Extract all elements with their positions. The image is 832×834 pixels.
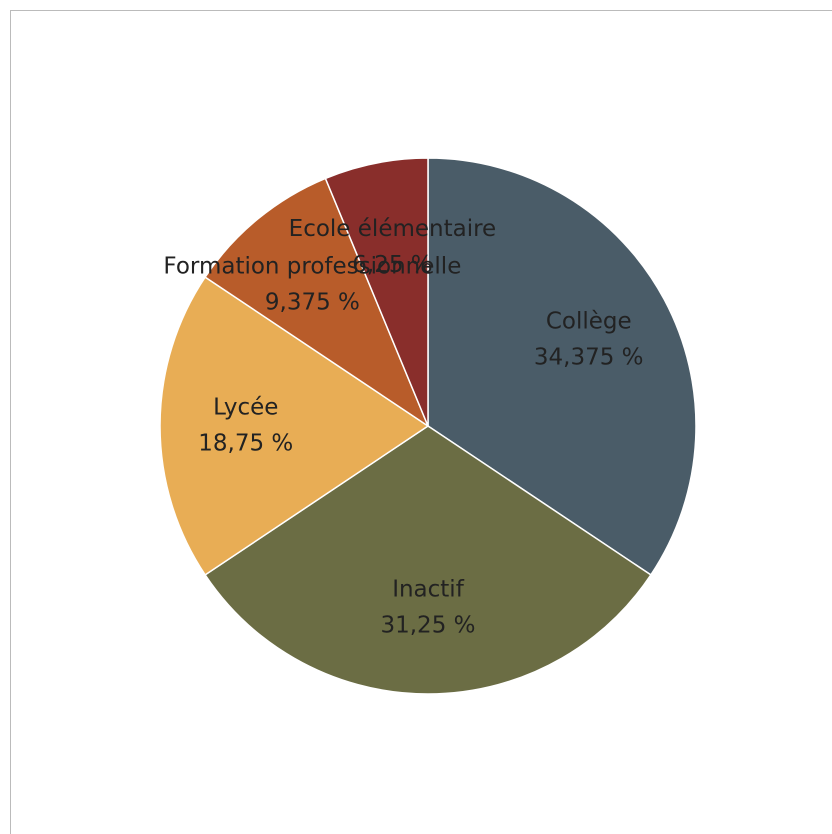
value-label: 31,25 % [380,613,475,639]
value-label: 6,25 % [352,252,432,278]
pie-slice [324,157,429,427]
slice-label: Collège [546,309,632,335]
value-label: 18,75 % [198,431,293,457]
value-label: 34,375 % [534,345,644,371]
slice-label: Formation professionnelle [163,254,461,280]
slice-label: Lycée [213,395,278,421]
labels: Collège 34,375 % Inactif 31,25 % Lycée 18,75 … [163,216,643,639]
slice-label: Inactif [392,577,465,603]
pie-slice [159,276,430,576]
pie-slice [204,177,430,428]
value-label: 9,375 % [265,290,360,316]
pie [159,157,697,695]
pie-slice [204,425,652,695]
slice-label: Ecole élémentaire [289,216,497,242]
